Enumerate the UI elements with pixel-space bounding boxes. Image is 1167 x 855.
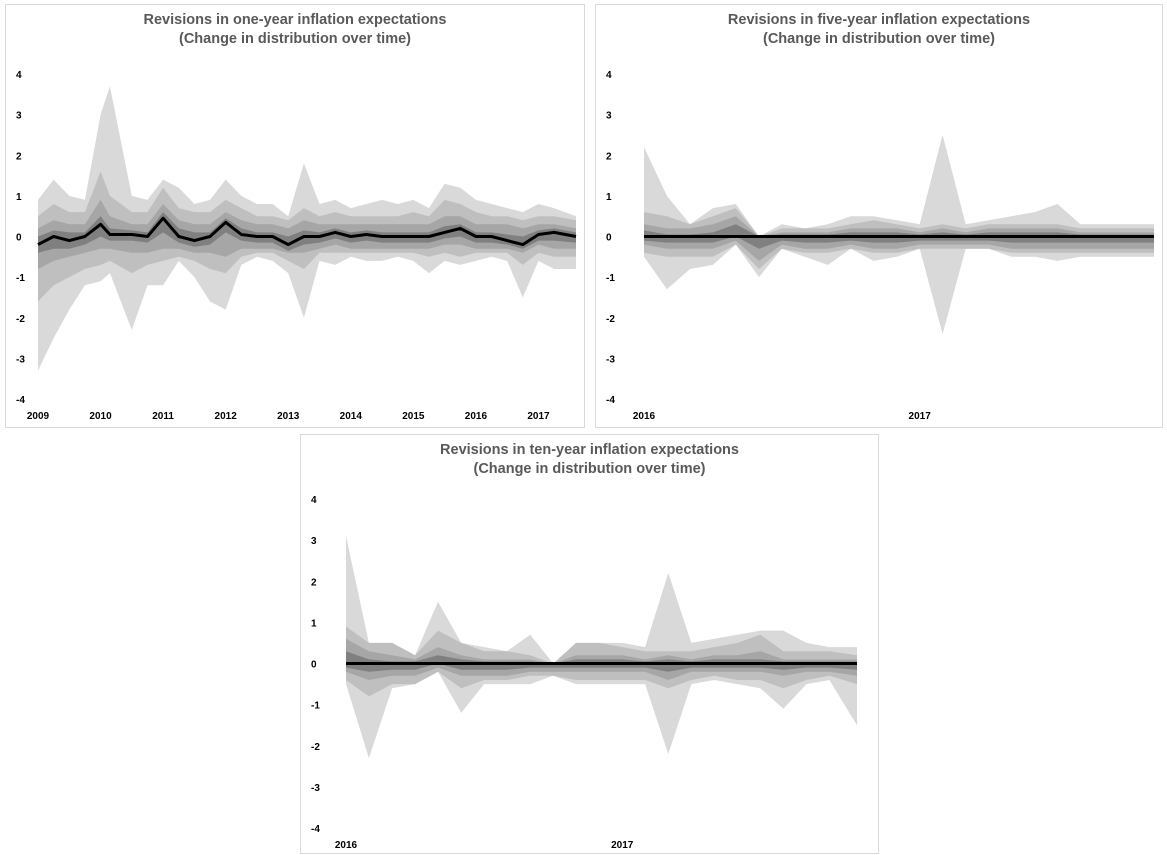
y-tick-label: -4 (311, 824, 320, 835)
chart-title-line-2: (Change in distribution over time) (473, 461, 706, 477)
x-tick-label: 2014 (340, 411, 363, 422)
y-tick-label: -3 (16, 354, 25, 365)
y-tick-label: 0 (311, 660, 317, 671)
x-tick-label: 2011 (152, 411, 174, 422)
x-tick-label: 2013 (277, 411, 300, 422)
y-tick-label: 1 (311, 618, 317, 629)
y-tick-label: 4 (16, 70, 22, 81)
one-year-chart-panel: Revisions in one-year inflation expectat… (5, 4, 585, 428)
band-4-area (38, 212, 576, 253)
x-tick-label: 2016 (465, 411, 488, 422)
y-tick-label: -2 (311, 742, 320, 753)
ten-year-chart-panel: Revisions in ten-year inflation expectat… (300, 434, 879, 854)
chart-title: Revisions in one-year inflation expectat… (6, 11, 584, 49)
chart-title-line-2: (Change in distribution over time) (178, 31, 411, 47)
y-tick-label: 4 (311, 495, 317, 506)
y-tick-label: 2 (16, 151, 22, 162)
chart-title-line-2: (Change in distribution over time) (762, 31, 995, 47)
y-tick-label: -3 (311, 783, 320, 794)
ten-year-fan-chart: 4 3 2 1 0 -1 -2 -3 -4 2016 2017 (311, 495, 857, 851)
x-tick-label: 2016 (335, 840, 358, 851)
band-4-area (346, 651, 857, 672)
chart-title: Revisions in ten-year inflation expectat… (301, 441, 878, 479)
y-tick-label: -4 (16, 395, 25, 406)
x-tick-label: 2015 (402, 411, 425, 422)
y-tick-label: 3 (16, 111, 22, 122)
y-tick-label: 0 (16, 233, 22, 244)
y-tick-label: -4 (606, 395, 615, 406)
y-tick-label: -1 (311, 701, 320, 712)
y-tick-label: -2 (606, 314, 615, 325)
five-year-chart-panel: Revisions in five-year inflation expecta… (595, 4, 1163, 428)
chart-title-line-1: Revisions in five-year inflation expecta… (727, 12, 1031, 28)
y-tick-label: 3 (311, 536, 317, 547)
x-tick-label: 2017 (909, 411, 932, 422)
five-year-fan-chart: 4 3 2 1 0 -1 -2 -3 -4 2016 2017 (606, 70, 1154, 422)
x-tick-label: 2012 (215, 411, 238, 422)
x-tick-label: 2010 (89, 411, 112, 422)
y-tick-label: 0 (606, 233, 612, 244)
y-tick-label: 2 (311, 577, 317, 588)
y-tick-label: 2 (606, 151, 612, 162)
y-tick-label: -2 (16, 314, 25, 325)
x-tick-label: 2017 (611, 840, 634, 851)
y-tick-label: 1 (16, 192, 22, 203)
x-tick-label: 2017 (527, 411, 550, 422)
x-tick-label: 2016 (633, 411, 656, 422)
y-tick-label: 4 (606, 70, 612, 81)
y-tick-label: -1 (16, 273, 25, 284)
median-line (37, 216, 577, 247)
chart-title: Revisions in five-year inflation expecta… (596, 11, 1162, 49)
chart-title-line-1: Revisions in ten-year inflation expectat… (440, 442, 739, 458)
chart-title-line-1: Revisions in one-year inflation expectat… (143, 12, 447, 28)
y-tick-label: 1 (606, 192, 612, 203)
y-tick-label: -1 (606, 273, 615, 284)
x-tick-label: 2009 (27, 411, 50, 422)
y-tick-label: -3 (606, 354, 615, 365)
y-tick-label: 3 (606, 111, 612, 122)
